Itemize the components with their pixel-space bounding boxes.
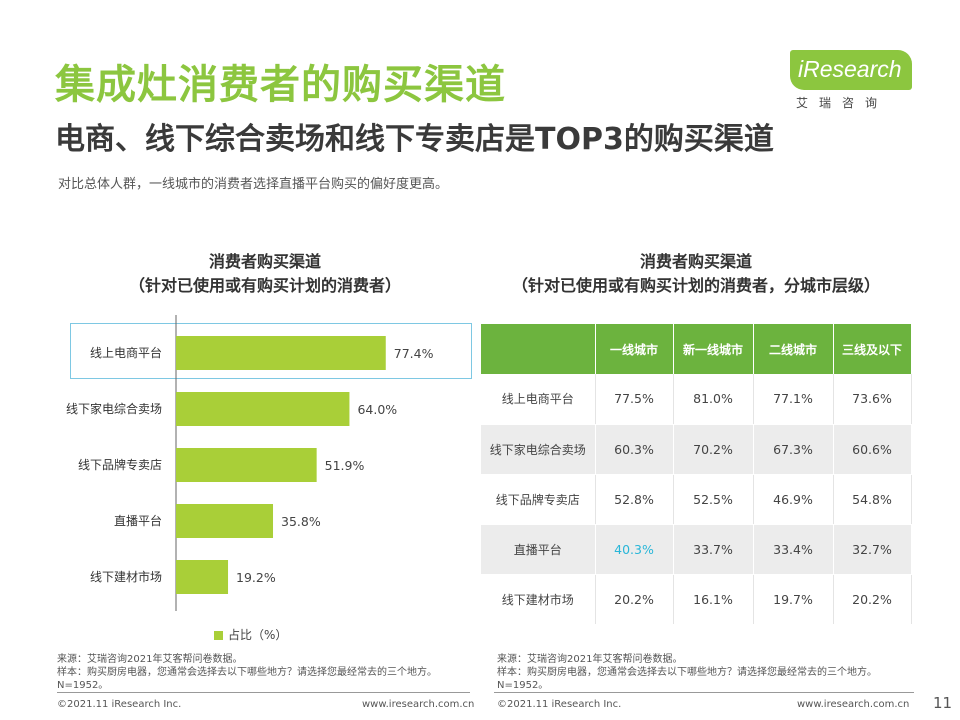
- logo-subtitle: 艾瑞咨询: [796, 96, 889, 110]
- note-line: 来源：艾瑞咨询2021年艾客帮问卷数据。: [497, 654, 683, 665]
- note-line: 样本：购买厨房电器，您通常会选择去以下哪些地方？请选择您最经常去的三个地方。: [497, 667, 877, 678]
- table-cell: 46.9%: [753, 474, 834, 525]
- table-cell: 19.7%: [753, 574, 834, 625]
- logo-brand: iResearch: [798, 56, 902, 82]
- bar-value-label: 35.8%: [281, 514, 321, 529]
- note-line: 来源：艾瑞咨询2021年艾客帮问卷数据。: [57, 654, 243, 665]
- bar-value-label: 51.9%: [325, 458, 365, 473]
- footer-url-left: www.iresearch.com.cn: [362, 699, 475, 710]
- category-label: 直播平台: [114, 513, 162, 528]
- left-chart-title-line2: （针对已使用或有购买计划的消费者）: [128, 276, 401, 295]
- highlight-box: [70, 323, 472, 379]
- table-row: 线下建材市场 20.2% 16.1% 19.7% 20.2%: [481, 574, 912, 625]
- table-cell: 32.7%: [833, 524, 912, 575]
- row-label: 线上电商平台: [481, 374, 596, 425]
- table-header-cell: 一线城市: [595, 324, 674, 374]
- category-label: 线下品牌专卖店: [78, 457, 162, 472]
- table-header-cell: 二线城市: [753, 324, 834, 374]
- source-note-right: 来源：艾瑞咨询2021年艾客帮问卷数据。 样本：购买厨房电器，您通常会选择去以下…: [497, 653, 877, 692]
- table-cell: 60.6%: [833, 424, 912, 475]
- table-cell: 70.2%: [673, 424, 754, 475]
- table-header-row: 一线城市 新一线城市 二线城市 三线及以下: [481, 324, 912, 374]
- city-tier-table: 一线城市 新一线城市 二线城市 三线及以下 线上电商平台 77.5% 81.0%…: [481, 324, 912, 625]
- table-cell: 54.8%: [833, 474, 912, 525]
- table-cell: 52.5%: [673, 474, 754, 525]
- table-cell: 77.1%: [753, 374, 834, 425]
- category-label: 线下家电综合卖场: [66, 401, 162, 416]
- source-note-left: 来源：艾瑞咨询2021年艾客帮问卷数据。 样本：购买厨房电器，您通常会选择去以下…: [57, 653, 437, 692]
- footer-copyright-left: ©2021.11 iResearch Inc.: [57, 699, 182, 710]
- bar: [176, 504, 274, 538]
- bar: [176, 560, 229, 594]
- note-line: N=1952。: [57, 680, 109, 691]
- table-row: 线下品牌专卖店 52.8% 52.5% 46.9% 54.8%: [481, 474, 912, 525]
- right-table-title: 消费者购买渠道 （针对已使用或有购买计划的消费者，分城市层级）: [478, 250, 914, 298]
- table-cell: 73.6%: [833, 374, 912, 425]
- iresearch-logo: iResearch 艾瑞咨询: [790, 50, 915, 110]
- highlighted-cell: 40.3%: [595, 524, 674, 575]
- row-label: 线下品牌专卖店: [481, 474, 596, 525]
- table-cell: 16.1%: [673, 574, 754, 625]
- right-table-title-line1: 消费者购买渠道: [639, 252, 752, 271]
- note-line: 样本：购买厨房电器，您通常会选择去以下哪些地方？请选择您最经常去的三个地方。: [57, 667, 437, 678]
- footer-copyright-right: ©2021.11 iResearch Inc.: [497, 699, 622, 710]
- table-cell: 20.2%: [833, 574, 912, 625]
- bar: [176, 448, 317, 482]
- table-cell: 52.8%: [595, 474, 674, 525]
- footer-url-right: www.iresearch.com.cn: [797, 699, 910, 710]
- row-label: 直播平台: [481, 524, 596, 575]
- category-label: 线上电商平台: [90, 345, 162, 360]
- table-cell: 33.4%: [753, 524, 834, 575]
- page-number: 11: [933, 694, 953, 712]
- table-cell: 77.5%: [595, 374, 674, 425]
- bar: [176, 336, 386, 370]
- page-description: 对比总体人群，一线城市的消费者选择直播平台购买的偏好度更高。: [58, 177, 449, 192]
- bar: [176, 392, 350, 426]
- footer-divider-left: [57, 692, 470, 693]
- legend-label: 占比（%）: [228, 628, 288, 642]
- category-label: 线下建材市场: [90, 569, 162, 584]
- bar-chart: 线上电商平台 77.4% 线下家电综合卖场 64.0% 线下品牌专卖店 51.9% 直播平台…: [66, 315, 434, 611]
- bar-value-label: 64.0%: [357, 402, 397, 417]
- bar-value-label: 19.2%: [236, 570, 276, 585]
- logo-badge: [790, 50, 912, 90]
- table-cell: 67.3%: [753, 424, 834, 475]
- table-cell: 33.7%: [673, 524, 754, 575]
- note-line: N=1952。: [497, 680, 549, 691]
- table-row: 直播平台 40.3% 33.7% 33.4% 32.7%: [481, 524, 912, 575]
- page-title: 集成灶消费者的购买渠道: [55, 62, 506, 108]
- right-table-title-line2: （针对已使用或有购买计划的消费者，分城市层级）: [511, 276, 880, 295]
- table-row: 线下家电综合卖场 60.3% 70.2% 67.3% 60.6%: [481, 424, 912, 475]
- footer-divider-right: [494, 692, 914, 693]
- chart-legend: 占比（%）: [214, 626, 287, 643]
- table-cell: 60.3%: [595, 424, 674, 475]
- table-cell: 20.2%: [595, 574, 674, 625]
- bar-value-label: 77.4%: [394, 346, 434, 361]
- left-chart-title-line1: 消费者购买渠道: [208, 252, 321, 271]
- table-cell: 81.0%: [673, 374, 754, 425]
- row-label: 线下建材市场: [481, 574, 596, 625]
- table-header-cell: [481, 324, 596, 374]
- left-chart-title: 消费者购买渠道 （针对已使用或有购买计划的消费者）: [55, 250, 475, 298]
- legend-swatch: [214, 631, 223, 640]
- page-subtitle: 电商、线下综合卖场和线下专卖店是TOP3的购买渠道: [55, 122, 774, 157]
- table-row: 线上电商平台 77.5% 81.0% 77.1% 73.6%: [481, 374, 912, 425]
- table-header-cell: 新一线城市: [673, 324, 754, 374]
- row-label: 线下家电综合卖场: [481, 424, 596, 475]
- table-header-cell: 三线及以下: [833, 324, 912, 374]
